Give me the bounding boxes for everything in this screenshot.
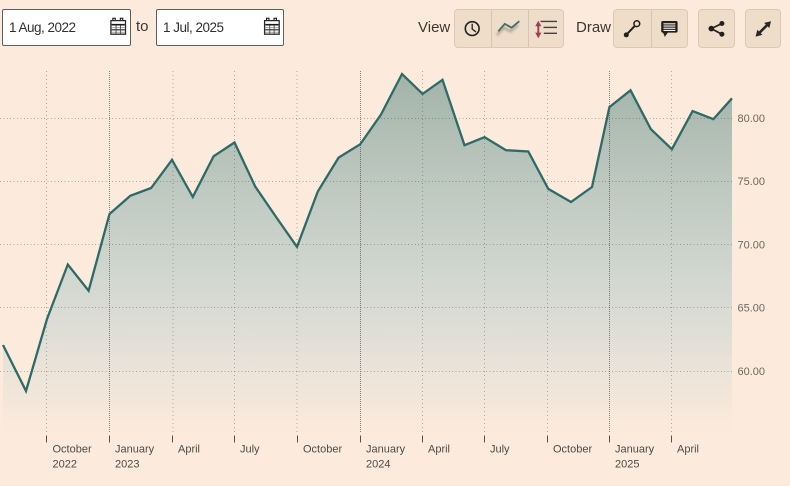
svg-text:October: October [303, 444, 342, 456]
svg-text:October: October [553, 444, 592, 456]
svg-text:April: April [178, 444, 200, 456]
svg-text:January: January [115, 444, 155, 456]
svg-text:October: October [53, 444, 92, 456]
svg-text:April: April [428, 444, 450, 456]
svg-text:April: April [677, 444, 699, 456]
svg-text:2022: 2022 [53, 458, 77, 470]
svg-text:2023: 2023 [115, 458, 139, 470]
svg-text:January: January [615, 444, 655, 456]
svg-text:July: July [240, 444, 260, 456]
svg-text:2024: 2024 [366, 458, 390, 470]
svg-text:60.00: 60.00 [738, 366, 766, 378]
svg-text:July: July [490, 444, 510, 456]
svg-text:2025: 2025 [615, 458, 639, 470]
svg-text:January: January [366, 444, 406, 456]
svg-text:80.00: 80.00 [738, 113, 766, 125]
svg-text:75.00: 75.00 [738, 176, 766, 188]
svg-text:70.00: 70.00 [738, 239, 766, 251]
svg-text:65.00: 65.00 [738, 303, 766, 315]
